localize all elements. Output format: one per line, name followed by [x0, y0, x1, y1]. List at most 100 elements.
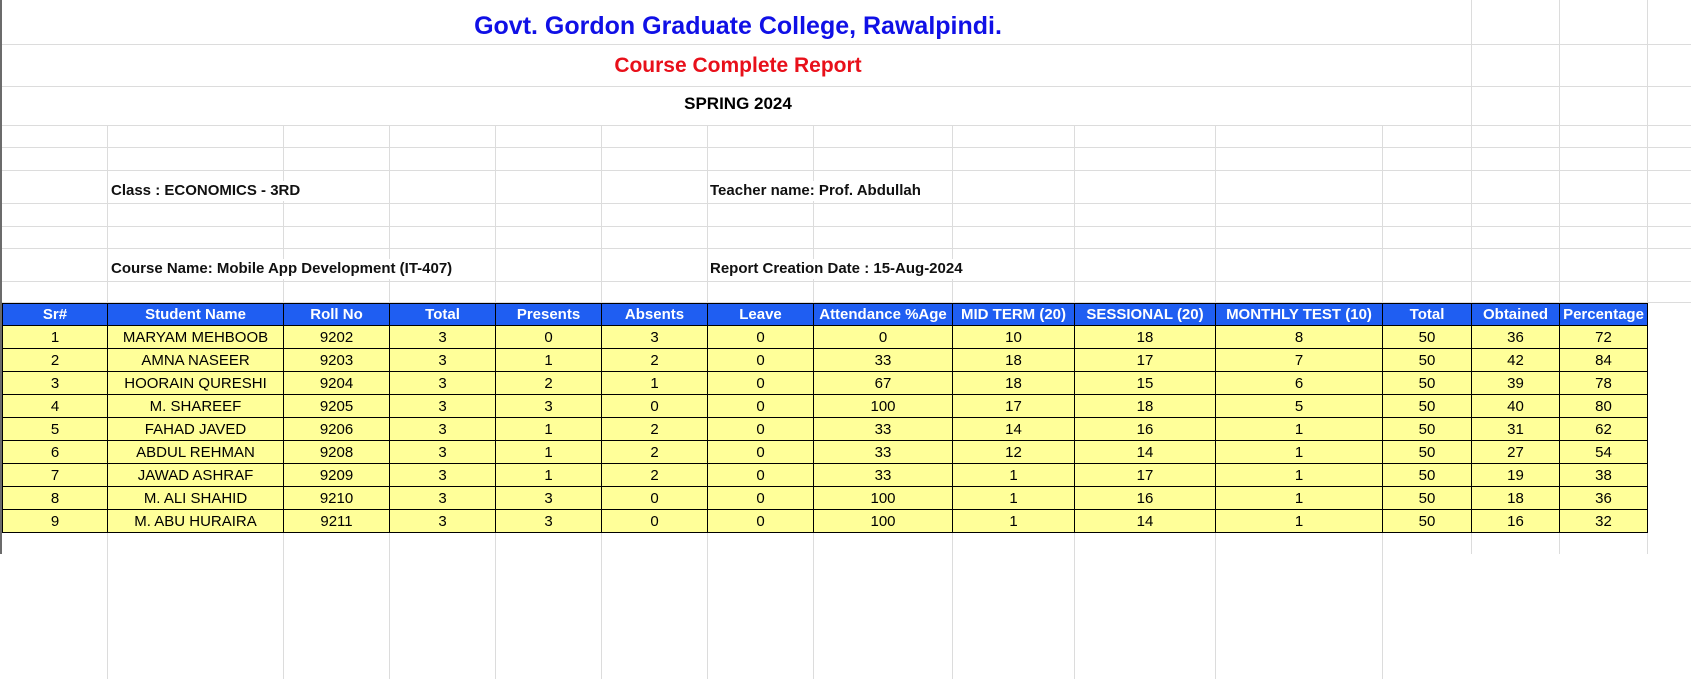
table-cell[interactable]: 50 [1382, 509, 1472, 533]
table-cell[interactable]: 62 [1559, 417, 1648, 441]
table-cell[interactable]: 100 [813, 394, 953, 418]
table-cell[interactable]: M. ABU HURAIRA [107, 509, 284, 533]
table-cell[interactable]: 0 [707, 325, 814, 349]
table-cell[interactable]: 1 [952, 463, 1075, 487]
table-cell[interactable]: 80 [1559, 394, 1648, 418]
table-cell[interactable]: 2 [601, 348, 708, 372]
table-cell[interactable]: 67 [813, 371, 953, 395]
table-cell[interactable]: 50 [1382, 440, 1472, 464]
table-cell[interactable]: MARYAM MEHBOOB [107, 325, 284, 349]
table-cell[interactable]: 18 [1074, 325, 1216, 349]
table-cell[interactable]: 33 [813, 463, 953, 487]
table-cell[interactable]: 2 [601, 440, 708, 464]
table-cell[interactable]: 1 [1215, 509, 1383, 533]
table-cell[interactable]: 3 [389, 463, 496, 487]
table-cell[interactable]: 2 [601, 463, 708, 487]
table-cell[interactable]: 3 [389, 486, 496, 510]
table-cell[interactable]: 0 [707, 394, 814, 418]
table-cell[interactable]: 7 [1215, 348, 1383, 372]
table-cell[interactable]: 9209 [283, 463, 390, 487]
table-cell[interactable]: 18 [952, 348, 1075, 372]
table-cell[interactable]: 16 [1074, 486, 1216, 510]
table-cell[interactable]: 3 [389, 348, 496, 372]
table-cell[interactable]: 12 [952, 440, 1075, 464]
table-cell[interactable]: 0 [707, 371, 814, 395]
table-cell[interactable]: 18 [1074, 394, 1216, 418]
table-cell[interactable]: 31 [1471, 417, 1560, 441]
table-cell[interactable]: 1 [1215, 440, 1383, 464]
table-cell[interactable]: 50 [1382, 348, 1472, 372]
table-cell[interactable]: 9206 [283, 417, 390, 441]
table-cell[interactable]: 17 [1074, 348, 1216, 372]
table-cell[interactable]: 1 [495, 440, 602, 464]
table-cell[interactable]: 14 [1074, 509, 1216, 533]
table-cell[interactable]: 9208 [283, 440, 390, 464]
table-cell[interactable]: 14 [1074, 440, 1216, 464]
table-cell[interactable]: 1 [1215, 417, 1383, 441]
table-cell[interactable]: 0 [707, 440, 814, 464]
table-cell[interactable]: 14 [952, 417, 1075, 441]
table-cell[interactable]: 39 [1471, 371, 1560, 395]
table-cell[interactable]: 3 [601, 325, 708, 349]
table-cell[interactable]: HOORAIN QURESHI [107, 371, 284, 395]
table-cell[interactable]: 9204 [283, 371, 390, 395]
table-cell[interactable]: 16 [1074, 417, 1216, 441]
table-cell[interactable]: 50 [1382, 394, 1472, 418]
table-cell[interactable]: 50 [1382, 371, 1472, 395]
table-cell[interactable]: 1 [495, 463, 602, 487]
table-cell[interactable]: 72 [1559, 325, 1648, 349]
table-cell[interactable]: 0 [707, 509, 814, 533]
table-cell[interactable]: 0 [707, 417, 814, 441]
table-cell[interactable]: 17 [1074, 463, 1216, 487]
table-cell[interactable]: 1 [2, 325, 108, 349]
table-cell[interactable]: ABDUL REHMAN [107, 440, 284, 464]
table-cell[interactable]: 6 [1215, 371, 1383, 395]
table-cell[interactable]: 36 [1471, 325, 1560, 349]
table-cell[interactable]: 9202 [283, 325, 390, 349]
table-cell[interactable]: 78 [1559, 371, 1648, 395]
table-cell[interactable]: 54 [1559, 440, 1648, 464]
table-cell[interactable]: 7 [2, 463, 108, 487]
table-cell[interactable]: 4 [2, 394, 108, 418]
table-cell[interactable]: 0 [707, 463, 814, 487]
table-cell[interactable]: 9205 [283, 394, 390, 418]
table-cell[interactable]: 0 [601, 509, 708, 533]
table-cell[interactable]: 33 [813, 417, 953, 441]
table-cell[interactable]: 42 [1471, 348, 1560, 372]
table-cell[interactable]: 36 [1559, 486, 1648, 510]
table-cell[interactable]: 3 [389, 440, 496, 464]
table-cell[interactable]: 1 [1215, 463, 1383, 487]
table-cell[interactable]: 3 [495, 509, 602, 533]
table-cell[interactable]: 50 [1382, 486, 1472, 510]
table-cell[interactable]: 5 [1215, 394, 1383, 418]
table-cell[interactable]: 0 [707, 486, 814, 510]
table-cell[interactable]: 38 [1559, 463, 1648, 487]
table-cell[interactable]: 19 [1471, 463, 1560, 487]
table-cell[interactable]: 1 [952, 509, 1075, 533]
table-cell[interactable]: 84 [1559, 348, 1648, 372]
table-cell[interactable]: 50 [1382, 417, 1472, 441]
table-cell[interactable]: 2 [2, 348, 108, 372]
table-cell[interactable]: 9211 [283, 509, 390, 533]
table-cell[interactable]: 3 [389, 417, 496, 441]
table-cell[interactable]: 32 [1559, 509, 1648, 533]
table-cell[interactable]: 10 [952, 325, 1075, 349]
table-cell[interactable]: 9 [2, 509, 108, 533]
table-cell[interactable]: 3 [389, 325, 496, 349]
table-cell[interactable]: 0 [601, 394, 708, 418]
table-cell[interactable]: 1 [495, 417, 602, 441]
table-cell[interactable]: 100 [813, 486, 953, 510]
table-cell[interactable]: 1 [495, 348, 602, 372]
table-cell[interactable]: 1 [952, 486, 1075, 510]
table-cell[interactable]: 8 [1215, 325, 1383, 349]
table-cell[interactable]: AMNA NASEER [107, 348, 284, 372]
table-cell[interactable]: 0 [495, 325, 602, 349]
table-cell[interactable]: 3 [495, 394, 602, 418]
table-cell[interactable]: 15 [1074, 371, 1216, 395]
table-cell[interactable]: 3 [495, 486, 602, 510]
table-cell[interactable]: 100 [813, 509, 953, 533]
table-cell[interactable]: 16 [1471, 509, 1560, 533]
table-cell[interactable]: 0 [601, 486, 708, 510]
table-cell[interactable]: 3 [389, 509, 496, 533]
table-cell[interactable]: M. ALI SHAHID [107, 486, 284, 510]
